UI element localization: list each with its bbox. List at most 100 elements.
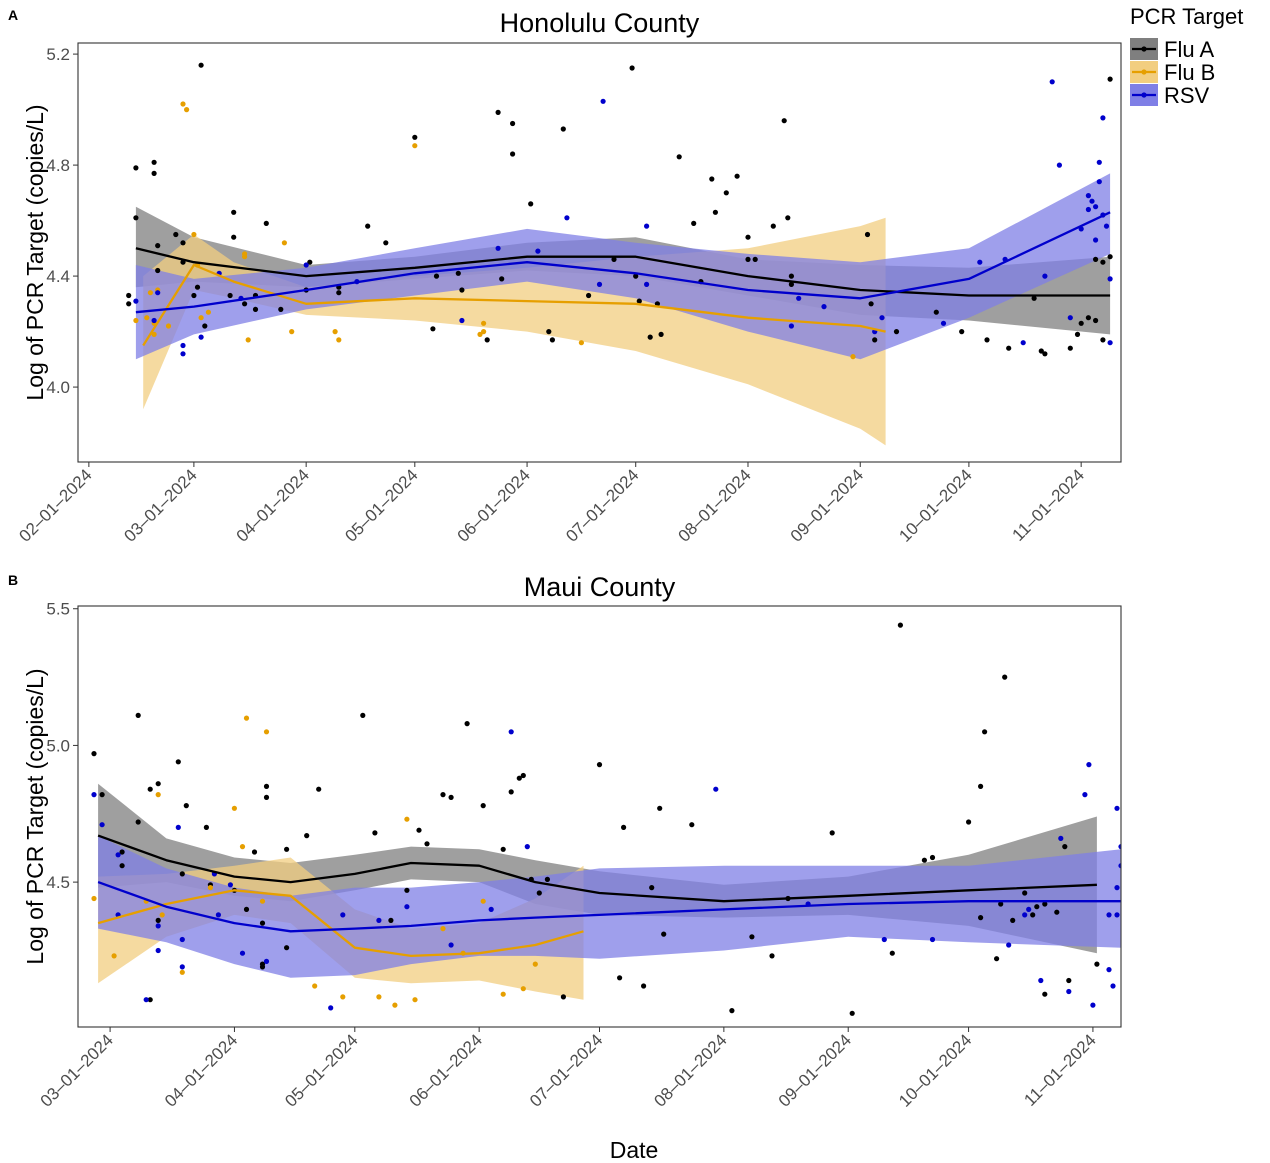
confidence-band-rsv [135, 173, 1111, 360]
data-point-rsv [1090, 1002, 1096, 1008]
data-point-rsv [143, 997, 149, 1003]
x-tick-label: 07–01–2024 [562, 465, 642, 545]
data-point-flu_a [336, 290, 342, 296]
data-point-flu_a [455, 270, 461, 276]
x-tick-label: 04–01–2024 [233, 465, 313, 545]
data-point-flu_a [231, 234, 237, 240]
data-point-flu_a [416, 827, 422, 833]
data-point-flu_a [633, 273, 639, 279]
data-point-flu_a [929, 854, 936, 861]
data-point-flu_a [770, 223, 776, 229]
data-point-flu_a [412, 134, 418, 140]
data-point-flu_a [586, 292, 592, 299]
data-point-rsv [151, 317, 157, 324]
data-point-flu_a [135, 712, 141, 719]
trend-line-flu_a [135, 247, 1111, 297]
data-point-flu_a [126, 301, 132, 307]
data-point-flu_a [829, 830, 835, 836]
y-tick-label: 4.5 [46, 873, 70, 892]
y-tick-label: 5.0 [46, 736, 70, 755]
data-point-flu_a [982, 729, 988, 735]
data-point-flu_a [560, 994, 567, 1000]
data-point-rsv [180, 342, 186, 349]
data-point-flu_a [546, 329, 552, 335]
data-point-flu_b [412, 143, 418, 149]
data-point-flu_a [480, 803, 486, 809]
x-tick-label: 11–01–2024 [1020, 1030, 1099, 1109]
data-point-flu_a [1078, 320, 1084, 326]
data-point-flu_a [231, 209, 237, 215]
data-point-flu_a [147, 786, 153, 792]
data-point-flu_a [1042, 991, 1048, 997]
data-point-flu_b [91, 895, 97, 902]
data-point-rsv [155, 947, 161, 954]
data-point-rsv [1118, 844, 1121, 850]
data-point-rsv [1066, 988, 1072, 995]
data-point-rsv [227, 882, 233, 888]
data-point-flu_b [289, 329, 295, 335]
data-point-rsv [91, 792, 97, 798]
data-point-rsv [879, 315, 885, 321]
data-point-rsv [1100, 115, 1106, 121]
data-point-flu_a [769, 953, 775, 959]
panel-b: B Maui County Log of PCR Target (copies/L)… [8, 572, 1122, 1111]
x-tick-label: 04–01–2024 [161, 1030, 241, 1110]
data-point-flu_a [135, 819, 141, 825]
data-point-flu_a [849, 1010, 855, 1016]
x-tick-label: 08–01–2024 [650, 1030, 730, 1110]
data-point-flu_a [544, 876, 551, 883]
data-point-flu_a [508, 789, 514, 795]
data-point-rsv [179, 936, 185, 943]
data-point-flu_a [259, 961, 266, 967]
data-point-flu_a [1034, 904, 1040, 910]
data-point-flu_b [243, 715, 250, 721]
data-point-rsv [495, 245, 501, 251]
data-point-rsv [508, 729, 514, 735]
x-tick-label: 06–01–2024 [454, 465, 534, 545]
data-point-rsv [600, 98, 606, 104]
data-point-flu_b [340, 994, 346, 1000]
data-point-flu_b [144, 315, 150, 321]
data-point-flu_a [133, 165, 139, 171]
data-point-flu_b [151, 331, 157, 337]
data-point-flu_a [227, 292, 233, 299]
data-point-rsv [1038, 977, 1044, 984]
data-point-flu_a [194, 284, 201, 290]
data-point-flu_a [1074, 331, 1081, 337]
legend-item: Flu A [1130, 37, 1214, 62]
data-point-rsv [1110, 983, 1116, 989]
data-point-flu_a [1094, 961, 1100, 967]
trend-line-flu_b [142, 263, 886, 347]
data-point-flu_a [464, 721, 470, 727]
data-point-flu_b [376, 994, 382, 1000]
data-point-flu_b [850, 354, 856, 360]
data-point-flu_a [752, 256, 758, 262]
data-point-flu_a [284, 945, 290, 951]
data-point-flu_b [184, 107, 190, 113]
data-point-rsv [821, 304, 827, 310]
data-point-flu_a [1042, 901, 1048, 907]
data-point-flu_a [191, 292, 197, 299]
y-axis-label: Log of PCR Target (copies/L) [22, 668, 48, 964]
x-tick-label: 10–01–2024 [895, 1030, 975, 1110]
data-point-flu_a [404, 887, 410, 893]
data-point-flu_a [119, 849, 125, 855]
legend-key-point [1141, 69, 1147, 75]
legend-label: Flu B [1164, 60, 1215, 85]
data-point-flu_a [424, 841, 430, 847]
data-point-flu_a [560, 126, 566, 132]
panel-a: A Honolulu County Log of PCR Target (copie… [8, 7, 1122, 546]
legend-key-point [1141, 46, 1147, 52]
data-point-flu_a [499, 276, 505, 282]
data-point-flu_a [745, 256, 751, 262]
data-point-rsv [1118, 863, 1121, 869]
x-tick-label: 09–01–2024 [787, 465, 867, 545]
data-point-rsv [376, 917, 382, 924]
data-point-flu_a [198, 62, 204, 68]
data-point-rsv [1085, 206, 1091, 213]
data-point-rsv [535, 248, 541, 254]
data-point-flu_b [412, 997, 418, 1003]
data-point-flu_b [500, 991, 506, 997]
y-tick-label: 5.2 [46, 45, 70, 64]
